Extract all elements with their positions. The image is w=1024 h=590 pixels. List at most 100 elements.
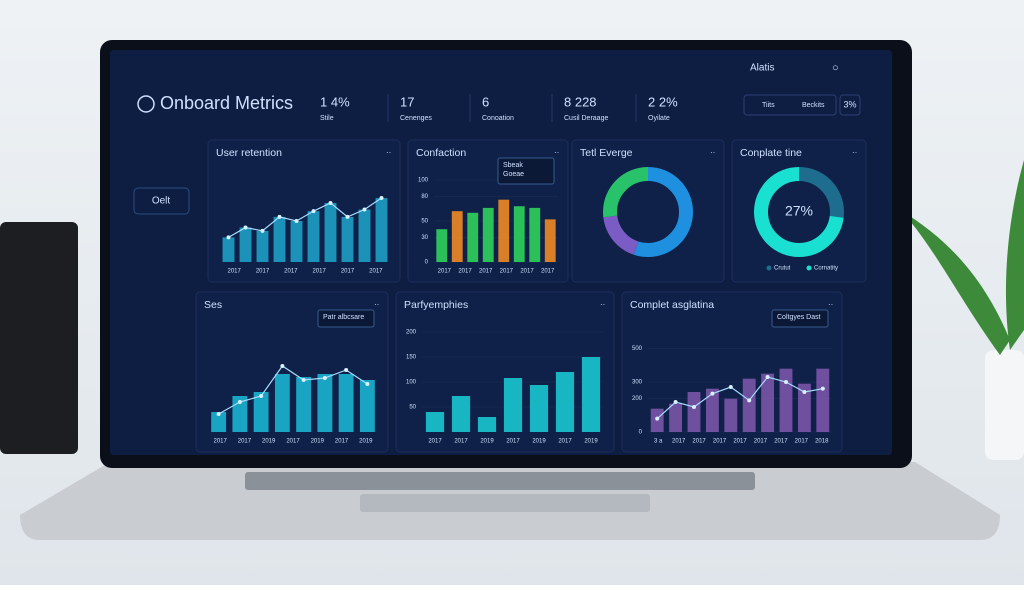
x-tick-label: 2017 (227, 269, 241, 275)
trend-point (692, 405, 696, 409)
x-tick-label: 2017 (286, 439, 300, 445)
panel-menu[interactable]: ·· (554, 148, 559, 157)
logo (137, 95, 155, 113)
bar (724, 398, 738, 432)
x-tick-label: 2017 (256, 269, 270, 275)
trend-point (345, 214, 350, 219)
y-tick-label: 30 (421, 235, 428, 241)
y-tick-label: 200 (632, 396, 643, 402)
bar (503, 378, 523, 432)
panel-menu[interactable]: ·· (374, 300, 379, 309)
x-tick-label: 2019 (311, 439, 325, 445)
top-link[interactable]: Alatis (750, 63, 774, 74)
action[interactable]: Beckits (802, 102, 825, 109)
x-tick-label: 2017 (520, 269, 534, 275)
bar (555, 372, 575, 432)
trend-point (280, 364, 285, 368)
donut-segment (603, 167, 693, 257)
trend-point (243, 225, 248, 230)
bar (581, 357, 601, 432)
x-tick-label: 2017 (500, 269, 514, 275)
trend-point (259, 394, 264, 398)
y-tick-label: 100 (418, 178, 429, 184)
y-tick-label: 0 (425, 260, 429, 266)
y-tick-label: 150 (406, 355, 417, 361)
x-tick-label: 2017 (713, 439, 727, 445)
panel-title: Conplate tine (740, 147, 802, 159)
donut-center: 27% (785, 203, 813, 219)
panel-menu[interactable]: ·· (386, 148, 391, 157)
sidebar-button-frame[interactable] (133, 187, 190, 215)
bar (324, 202, 337, 262)
x-tick-label: 2017 (454, 439, 468, 445)
x-tick-label: 2019 (262, 439, 276, 445)
panel-menu[interactable]: ·· (852, 148, 857, 157)
tooltip-text: Patr albcsare (323, 314, 364, 321)
bar (425, 412, 445, 432)
sidebar-button[interactable]: Oelt (152, 196, 171, 207)
bar (451, 211, 463, 262)
trend-point (237, 400, 242, 404)
bar (513, 206, 525, 262)
x-tick-label: 2017 (541, 269, 555, 275)
x-tick-label: 2018 (815, 439, 829, 445)
panel-menu[interactable]: ·· (710, 148, 715, 157)
x-tick-label: 2017 (369, 269, 383, 275)
panel-title: Tetl Everge (580, 147, 633, 159)
x-tick-label: 2019 (584, 439, 598, 445)
tooltip-text: Coltgyes Dast (777, 314, 821, 321)
bar (338, 374, 354, 432)
bar (816, 368, 830, 432)
speaker (0, 222, 78, 454)
bar (232, 396, 248, 432)
legend-swatch (766, 265, 772, 271)
top-icon[interactable]: ○ (832, 62, 839, 74)
bar (529, 385, 549, 432)
badge-box (839, 94, 861, 116)
bar (239, 227, 252, 262)
bar (256, 230, 269, 262)
x-tick-label: 2017 (312, 269, 326, 275)
bar (498, 199, 510, 262)
stat-value: 2 2% (648, 94, 678, 109)
bar (687, 392, 701, 432)
badge[interactable]: 3% (843, 99, 856, 109)
donut-segment (754, 167, 844, 257)
y-tick-label: 200 (406, 330, 417, 336)
x-tick-label: 2017 (341, 269, 355, 275)
trend-point (728, 385, 733, 389)
bar (222, 237, 235, 262)
bar (436, 229, 448, 262)
stat-value: 8 228 (564, 94, 597, 109)
trend-point (820, 386, 825, 391)
trend-point (655, 416, 660, 421)
trend-point (379, 196, 384, 201)
bar (274, 374, 290, 432)
bar (529, 207, 541, 262)
panel-title: Ses (204, 299, 222, 311)
tooltip (497, 157, 555, 185)
x-tick-label: 2019 (532, 439, 546, 445)
x-tick-label: 2017 (672, 439, 686, 445)
trend-point (673, 400, 678, 404)
action-group (743, 94, 837, 116)
bar (273, 216, 286, 262)
panel-title: Confaction (416, 147, 466, 159)
bar (211, 412, 227, 432)
y-tick-label: 500 (632, 346, 643, 352)
panel-menu[interactable]: ·· (828, 300, 833, 309)
plant-pot (985, 350, 1024, 460)
trend-point (365, 382, 370, 386)
panel-menu[interactable]: ·· (600, 300, 605, 309)
keyboard (245, 472, 755, 490)
legend-label: Crutut (774, 266, 791, 272)
bar (253, 392, 269, 432)
stat-label: Oyilate (648, 115, 670, 122)
x-tick-label: 2017 (479, 269, 493, 275)
tooltip-text: Goeae (503, 171, 524, 178)
action[interactable]: Tiits (762, 102, 775, 109)
x-tick-label: 2017 (438, 269, 452, 275)
x-tick-label: 2017 (335, 439, 349, 445)
trend-point (344, 368, 349, 372)
x-tick-label: 2017 (213, 439, 227, 445)
